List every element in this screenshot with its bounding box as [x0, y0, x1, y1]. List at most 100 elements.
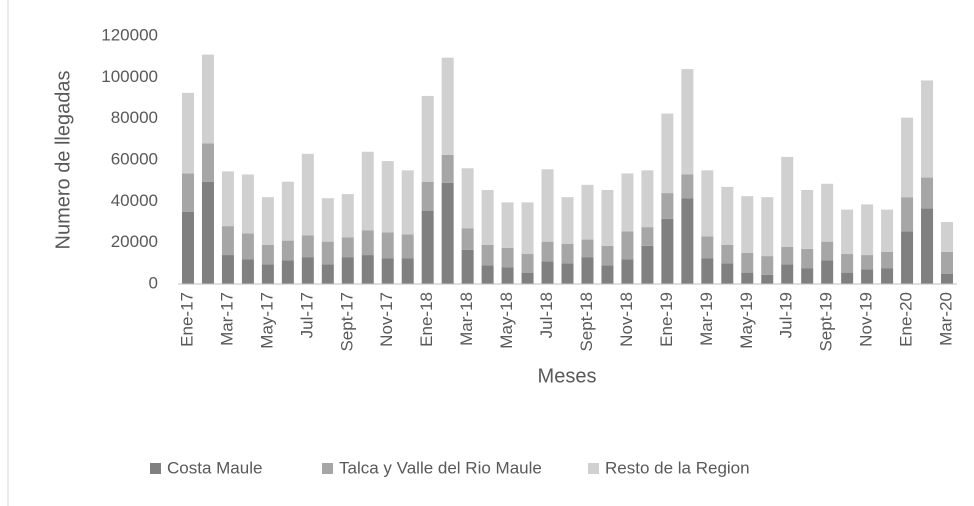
bar-segment — [181, 211, 194, 284]
bar-segment — [861, 255, 874, 270]
bar-segment — [581, 257, 594, 284]
bar-segment — [421, 181, 434, 211]
bar-segment — [501, 202, 514, 248]
bar-segment — [861, 269, 874, 284]
bar-segment — [621, 173, 634, 232]
bar-segment — [581, 239, 594, 258]
x-tick-label: Mar-19 — [697, 292, 716, 346]
bar-segment — [241, 174, 254, 234]
x-tick-label: Sept-18 — [577, 292, 596, 352]
x-tick-label: May-17 — [257, 292, 276, 349]
bar-segment — [341, 237, 354, 258]
bar-segment — [401, 170, 414, 235]
legend-swatch — [150, 463, 161, 474]
bar-segment — [881, 209, 894, 252]
bar-segment — [221, 171, 234, 227]
bar-segment — [301, 257, 314, 284]
bar-segment — [461, 168, 474, 229]
bar-segment — [401, 234, 414, 259]
bar-segment — [501, 267, 514, 284]
bar-segment — [821, 241, 834, 261]
bar-segment — [201, 181, 214, 284]
legend-label: Costa Maule — [167, 458, 262, 477]
bar-segment — [221, 255, 234, 284]
bar-segment — [541, 241, 554, 262]
bar-segment — [381, 161, 394, 233]
bar-segment — [661, 193, 674, 219]
bar-segment — [241, 259, 254, 284]
x-tick-label: Ene-20 — [897, 292, 916, 347]
bar-segment — [721, 244, 734, 264]
y-tick-label: 20000 — [111, 232, 158, 251]
bar-segment — [681, 198, 694, 284]
bar-segment — [921, 177, 934, 209]
bar-segment — [661, 218, 674, 284]
legend-label: Talca y Valle del Rio Maule — [339, 458, 542, 477]
bar-segment — [261, 264, 274, 284]
y-tick-label: 60000 — [111, 149, 158, 168]
bar-segment — [321, 198, 334, 242]
bar-segment — [541, 169, 554, 242]
x-tick-label: Nov-19 — [857, 292, 876, 347]
bar-segment — [901, 117, 914, 198]
bar-segment — [281, 240, 294, 261]
bar-segment — [901, 231, 914, 284]
bar-segment — [761, 256, 774, 275]
bar-segment — [481, 189, 494, 245]
bar-segment — [801, 189, 814, 249]
bar-segment — [681, 174, 694, 199]
legend-swatch — [322, 463, 333, 474]
bar-segment — [901, 197, 914, 232]
y-tick-label: 120000 — [101, 25, 158, 44]
bar-segment — [801, 268, 814, 284]
bar-segment — [601, 265, 614, 284]
bar-segment — [281, 181, 294, 241]
x-tick-label: Sept-19 — [817, 292, 836, 352]
bar-segment — [661, 113, 674, 194]
bar-segment — [561, 197, 574, 244]
bar-segment — [441, 57, 454, 155]
bar-segment — [621, 259, 634, 284]
bar-segment — [721, 186, 734, 245]
bar-segment — [521, 272, 534, 284]
bar-segment — [741, 253, 754, 273]
bar-segment — [521, 254, 534, 273]
bar-segment — [941, 222, 954, 252]
bar-segment — [841, 209, 854, 255]
bar-segment — [941, 251, 954, 274]
bar-segment — [481, 244, 494, 266]
bar-segment — [181, 173, 194, 212]
bar-segment — [861, 204, 874, 256]
bar-segment — [881, 268, 894, 284]
bar-segment — [801, 248, 814, 269]
x-tick-label: Jul-18 — [537, 292, 556, 338]
x-tick-label: May-18 — [497, 292, 516, 349]
bar-segment — [541, 261, 554, 284]
bar-segment — [301, 235, 314, 258]
bar-segment — [781, 264, 794, 284]
y-axis-title: Numero de llegadas — [52, 71, 74, 250]
y-tick-label: 80000 — [111, 108, 158, 127]
bar-segment — [301, 153, 314, 236]
bar-segment — [421, 95, 434, 182]
bar-segment — [501, 247, 514, 268]
bar-segment — [381, 232, 394, 259]
bar-segment — [461, 249, 474, 284]
legend-swatch — [588, 463, 599, 474]
bar-segment — [941, 273, 954, 284]
bar-segment — [561, 263, 574, 284]
bar-segment — [681, 69, 694, 175]
bar-segment — [521, 202, 534, 255]
x-tick-label: Mar-17 — [217, 292, 236, 346]
bar-segment — [241, 233, 254, 260]
bar-segment — [341, 194, 354, 238]
x-tick-label: Sept-17 — [337, 292, 356, 352]
bar-segment — [701, 170, 714, 237]
bar-segment — [361, 230, 374, 256]
x-tick-label: Mar-18 — [457, 292, 476, 346]
bar-segment — [821, 183, 834, 242]
x-tick-label: Ene-17 — [177, 292, 196, 347]
bar-segment — [561, 243, 574, 264]
x-tick-label: Jul-19 — [777, 292, 796, 338]
bar-segment — [921, 80, 934, 178]
